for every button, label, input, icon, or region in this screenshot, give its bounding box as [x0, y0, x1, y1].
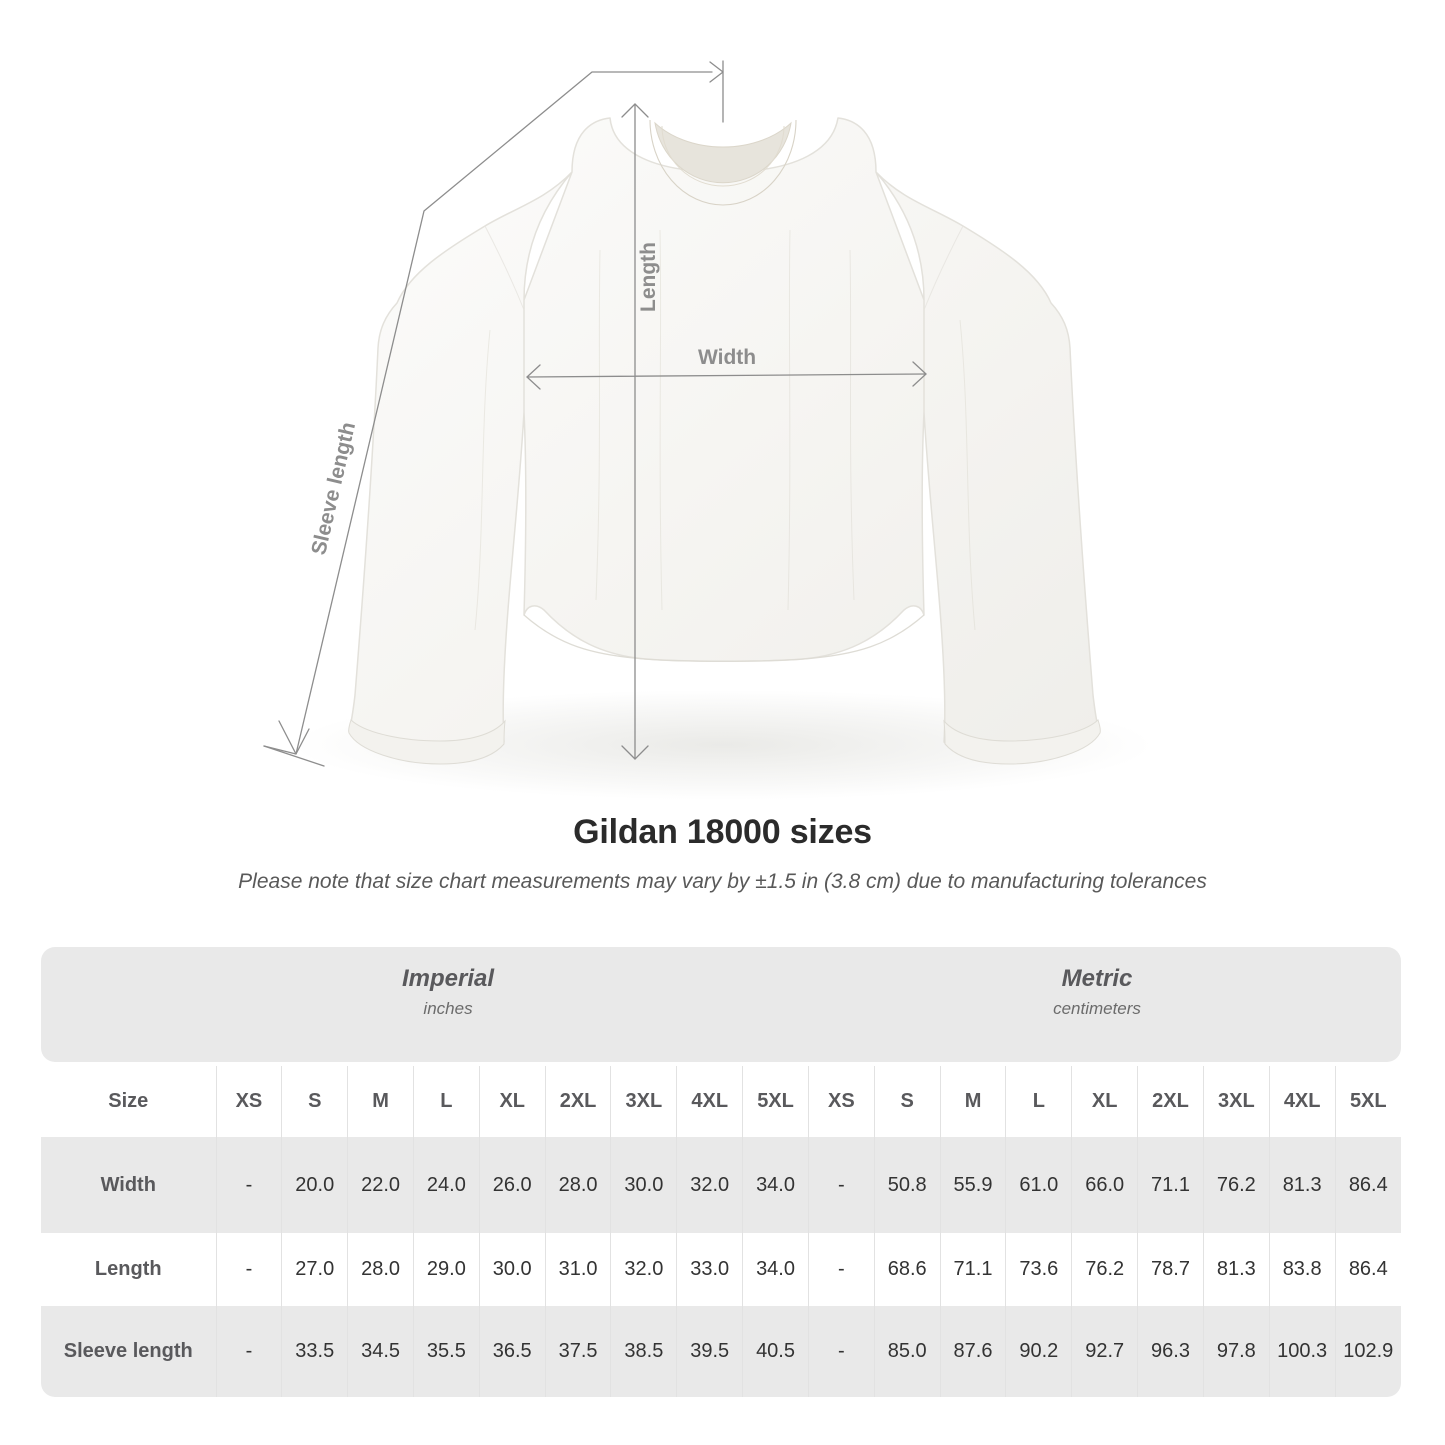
svg-text:Length: Length	[637, 242, 660, 312]
svg-text:Width: Width	[698, 346, 756, 369]
svg-text:Sleeve length: Sleeve length	[307, 420, 360, 557]
